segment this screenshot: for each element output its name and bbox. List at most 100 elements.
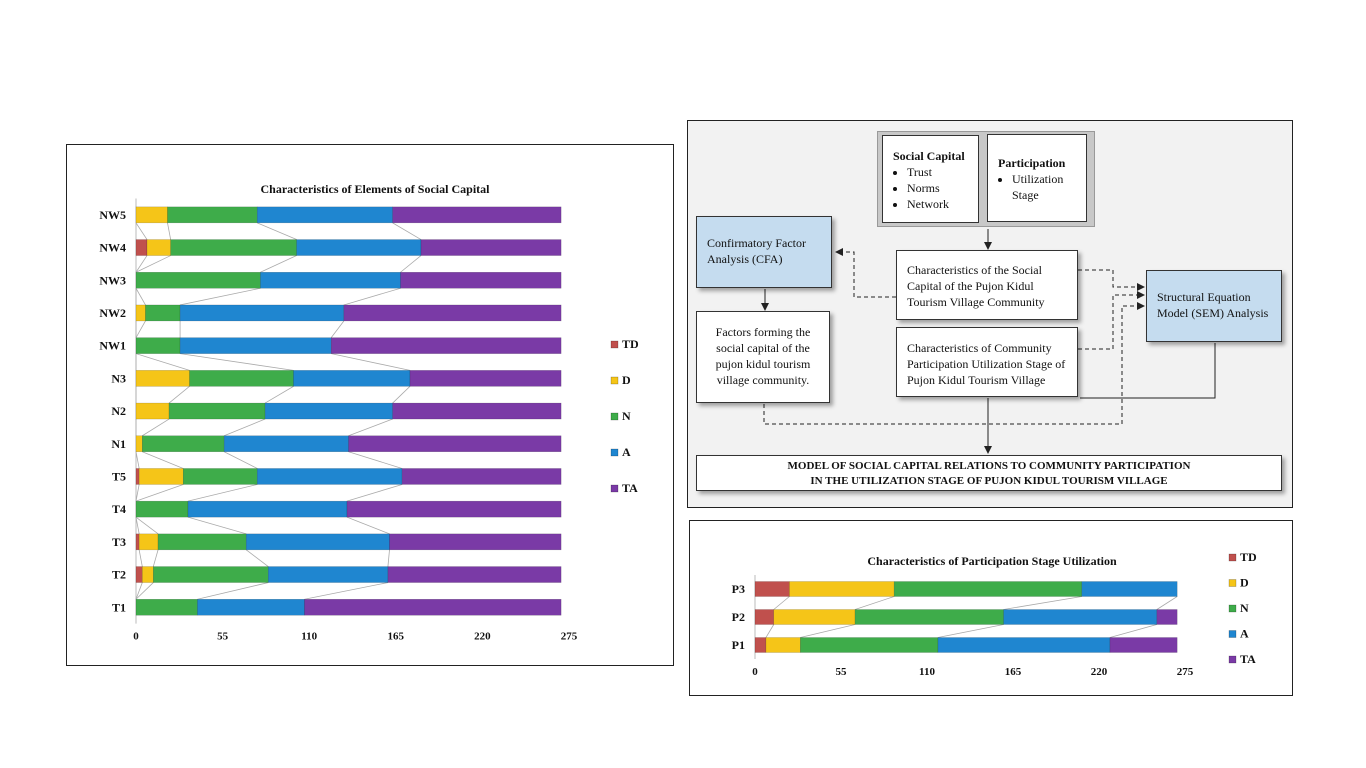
bar-segment-n [157,533,247,551]
series-connector-line [135,222,148,240]
bar-segment-ta [392,402,562,420]
series-connector-line [773,596,790,610]
bar-segment-n [182,468,258,485]
cfa-box: Confirmatory Factor Analysis (CFA) [696,216,832,288]
series-connector-line [245,549,269,567]
category-label: NW5 [99,208,126,222]
category-label: NW1 [99,339,126,353]
series-connector-line [167,222,172,240]
category-label: T2 [112,568,126,582]
model-title-line-1: MODEL OF SOCIAL CAPITAL RELATIONS TO COM… [787,460,1191,472]
series-connector-line [1003,596,1082,610]
legend-swatch [1228,630,1237,638]
series-connector-line [343,287,401,306]
social-capital-item: Network [907,196,974,212]
tick-label: 275 [1177,666,1194,678]
series-connector-line [135,582,143,600]
sc-characteristics-box: Characteristics of the Social Capital of… [896,250,1078,320]
participation-characteristics-box: Characteristics of Community Participati… [896,327,1078,397]
series-connector-line [223,451,258,469]
bar-segment-a [179,304,345,322]
social-capital-chart-panel: Characteristics of Elements of Social Ca… [66,144,674,666]
social-capital-list: Trust Norms Network [893,164,974,212]
connector-factors-to-sem [763,302,1145,425]
bar-segment-d [138,533,159,551]
bar-segment-d [135,370,190,387]
bar-segment-a [937,637,1111,653]
bar-segment-n [800,637,939,653]
series-connector-line [392,386,411,404]
bar-segment-n [135,599,198,616]
bar-segment-a [264,402,393,420]
sem-box: Structural Equation Model (SEM) Analysis [1146,270,1282,342]
participation-chart-panel: Characteristics of Participation Stage U… [689,520,1293,696]
tick-label: 0 [133,631,139,643]
bar-segment-a [256,206,393,224]
social-capital-item: Norms [907,180,974,196]
legend-label: A [1240,627,1249,641]
social-capital-chart: Characteristics of Elements of Social Ca… [99,182,639,643]
bar-segment-a [197,599,305,616]
bar-segment-ta [1156,609,1178,625]
bar-segment-a [260,272,401,289]
bar-segment-n [854,609,1004,625]
legend-label: N [622,409,631,423]
bar-segment-a [187,500,348,518]
series-connector-line [765,624,775,638]
series-connector-line [180,287,261,306]
legend-label: TD [622,337,639,351]
bar-segment-ta [389,533,562,551]
bar-segment-a [293,370,411,387]
social-capital-title: Social Capital [893,149,965,163]
category-label: P2 [732,610,745,624]
bar-segment-d [773,609,856,625]
series-connector-line [1109,624,1157,638]
bar-segment-a [1081,581,1178,597]
legend-label: TA [622,481,638,495]
category-label: T1 [112,600,126,614]
social-capital-item: Trust [907,164,974,180]
bar-segment-ta [343,304,562,322]
series-connector-line [168,386,190,404]
legend-swatch [610,340,619,349]
connector-social-to-sem [1078,269,1145,291]
legend-swatch [1228,579,1237,587]
series-connector-line [187,484,258,502]
bar-segment-td [135,566,143,583]
connector-sem-to-model [1080,343,1216,399]
legend-swatch [610,448,619,457]
bar-segment-ta [304,599,562,616]
bar-segment-td [135,533,140,551]
social-capital-box: Social Capital Trust Norms Network [882,135,979,223]
connector-social-to-cfa [835,248,896,298]
bar-segment-n [153,566,269,583]
chart-title: Characteristics of Participation Stage U… [867,554,1117,568]
diagram-connectors [761,229,1216,454]
tick-label: 220 [474,631,491,643]
bar-segment-d [135,206,168,224]
bar-segment-n [135,272,261,289]
series-connector-line [135,255,171,273]
bar-segment-d [146,239,171,256]
bar-segment-a [179,337,332,354]
series-connector-line [264,386,294,404]
bar-segment-n [167,206,258,224]
bar-segment-n [170,239,297,256]
bar-segment-n [135,337,181,354]
legend-swatch [1228,655,1237,664]
bar-segment-td [135,239,148,256]
series-connector-line [135,517,140,534]
tick-label: 55 [836,666,848,678]
series-connector-line [854,596,895,610]
series-connector-line [187,516,247,535]
series-connector-line [392,222,422,240]
category-label: N3 [111,371,126,385]
series-connector-line [346,516,390,535]
category-label: N1 [111,437,126,451]
legend-swatch [610,484,619,493]
bar-segment-a [256,468,403,485]
legend-label: D [622,373,631,387]
series-connector-line [348,451,403,469]
bar-segment-n [142,435,225,452]
bar-segment-n [135,500,189,518]
